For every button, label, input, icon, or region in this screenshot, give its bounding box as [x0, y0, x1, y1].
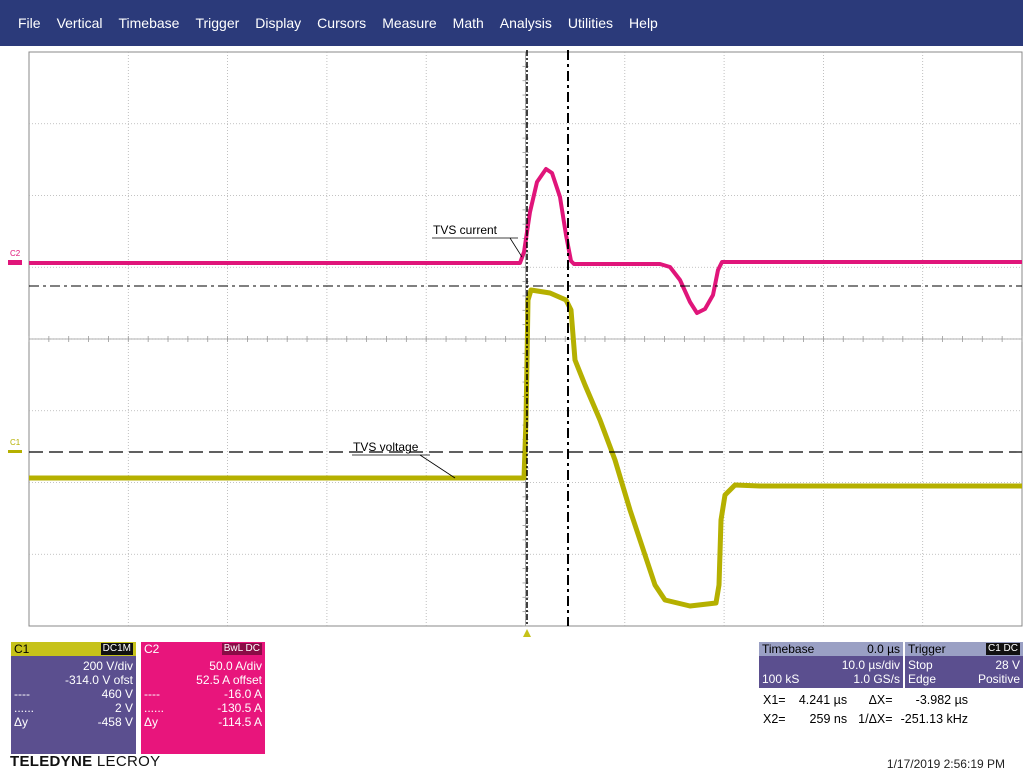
c2-trace — [29, 167, 1022, 315]
inv-dx-label: 1/ΔX= — [858, 712, 893, 726]
c2-marker[interactable]: C2 — [8, 249, 22, 265]
c2-coupling-badge: BwL DC — [221, 643, 262, 655]
trigger-type: Edge — [908, 672, 937, 686]
waveform-display[interactable]: TVS current TVS voltage C2 C1 — [0, 46, 1023, 640]
label-tvs-voltage: TVS voltage — [353, 440, 419, 454]
menu-bar: File Vertical Timebase Trigger Display C… — [0, 0, 1023, 46]
menu-help[interactable]: Help — [629, 15, 658, 31]
x2-label: X2= — [763, 712, 786, 726]
c2-delta-label: Δy — [144, 715, 159, 729]
svg-text:C2: C2 — [10, 249, 21, 258]
c1-offset: -314.0 V ofst — [64, 673, 133, 687]
inv-dx-value: -251.13 kHz — [900, 712, 969, 726]
c1-delta-label: Δy — [14, 715, 29, 729]
timebase-rate: 1.0 GS/s — [853, 672, 900, 686]
c2-cursor2-value: -130.5 A — [217, 701, 262, 715]
menu-measure[interactable]: Measure — [382, 15, 437, 31]
cursor-readout-row2: X2= 259 ns 1/ΔX= -251.13 kHz — [763, 712, 968, 726]
c2-delta-value: -114.5 A — [218, 715, 262, 729]
menu-timebase[interactable]: Timebase — [118, 15, 180, 31]
c1-delta-value: -458 V — [97, 715, 133, 729]
c1-scale: 200 V/div — [82, 659, 133, 673]
cursor-readout-row1: X1= 4.241 µs ΔX= -3.982 µs — [763, 693, 968, 707]
c2-cursor1-symbol: ---- — [144, 687, 160, 701]
menu-display[interactable]: Display — [255, 15, 302, 31]
timebase-descriptor[interactable]: Timebase 0.0 µs 10.0 µs/div 100 kS 1.0 G… — [759, 642, 903, 688]
annotation-current: TVS current — [432, 223, 523, 258]
timebase-delay: 0.0 µs — [867, 642, 900, 656]
c2-descriptor[interactable]: C2 BwL DC 50.0 A/div 52.5 A offset ---- -… — [141, 642, 265, 754]
c1-cursor2-value: 2 V — [114, 701, 133, 715]
x1-value: 4.241 µs — [798, 693, 848, 707]
x2-value: 259 ns — [809, 712, 848, 726]
dx-label: ΔX= — [868, 693, 893, 707]
svg-text:C1: C1 — [10, 438, 21, 447]
menu-file[interactable]: File — [18, 15, 41, 31]
annotation-voltage: TVS voltage — [352, 440, 456, 479]
c2-offset: 52.5 A offset — [196, 673, 262, 687]
menu-trigger[interactable]: Trigger — [195, 15, 240, 31]
menu-math[interactable]: Math — [452, 15, 484, 31]
trigger-descriptor[interactable]: Trigger C1 DC Stop 28 V Edge Positive — [905, 642, 1023, 688]
c1-coupling-badge: DC1M — [100, 643, 133, 655]
c2-scale: 50.0 A/div — [209, 659, 262, 673]
c1-trace — [29, 287, 1022, 609]
trigger-level: 28 V — [995, 658, 1020, 672]
c1-cursor1-symbol: ---- — [14, 687, 30, 701]
c1-cursor2-symbol: ...... — [14, 701, 35, 715]
trigger-channel-badge: C1 DC — [985, 643, 1020, 655]
menu-analysis[interactable]: Analysis — [499, 15, 552, 31]
menu-utilities[interactable]: Utilities — [567, 15, 614, 31]
timebase-points: 100 kS — [762, 672, 800, 686]
x1-label: X1= — [763, 693, 786, 707]
trigger-slope: Positive — [977, 672, 1020, 686]
c1-cursor1-value: 460 V — [101, 687, 133, 701]
trigger-label: Trigger — [908, 642, 946, 656]
timebase-scale: 10.0 µs/div — [841, 658, 900, 672]
menu-vertical[interactable]: Vertical — [56, 15, 103, 31]
trigger-mode: Stop — [908, 658, 933, 672]
label-tvs-current: TVS current — [433, 223, 498, 237]
timebase-label: Timebase — [762, 642, 815, 656]
c1-descriptor[interactable]: C1 DC1M 200 V/div -314.0 V ofst ---- 460 … — [11, 642, 136, 754]
c2-cursor2-symbol: ...... — [144, 701, 165, 715]
c1-marker[interactable]: C1 — [8, 438, 22, 453]
c1-descriptor-header: C1 DC1M — [11, 642, 136, 656]
dx-value: -3.982 µs — [915, 693, 969, 707]
menu-cursors[interactable]: Cursors — [317, 15, 367, 31]
timestamp: 1/17/2019 2:56:19 PM — [886, 757, 1005, 771]
c2-cursor1-value: -16.0 A — [223, 687, 262, 701]
brand-logo: TELEDYNE LECROY — [10, 753, 161, 770]
c2-descriptor-header: C2 BwL DC — [141, 642, 265, 656]
trigger-position-marker[interactable] — [523, 629, 531, 637]
